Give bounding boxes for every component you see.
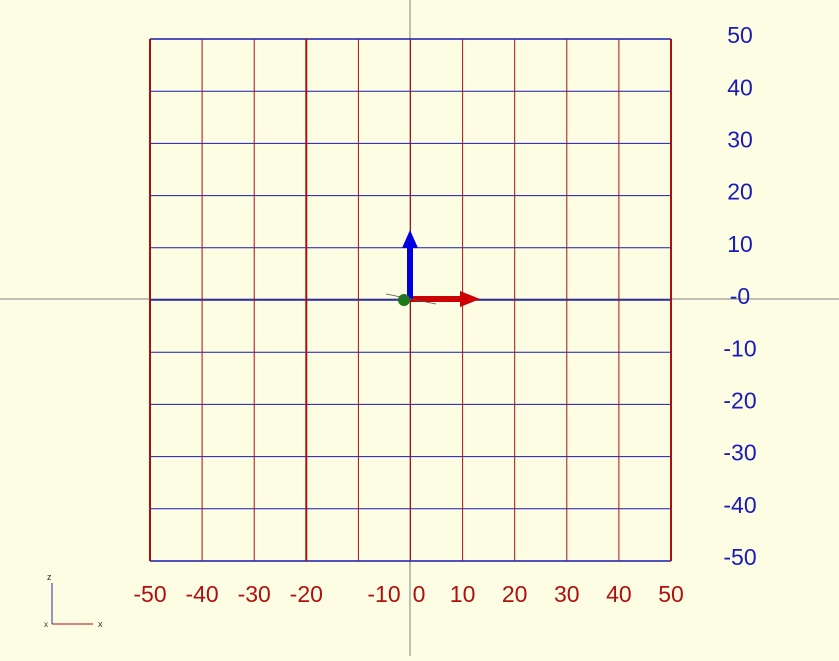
x-tick-label: 40 <box>606 581 632 607</box>
y-tick-label: -10 <box>723 335 756 361</box>
y-tick-label: 50 <box>727 22 753 48</box>
y-tick-label: 20 <box>727 179 753 205</box>
y-tick-label: -20 <box>723 387 756 413</box>
x-tick-labels: -50 -40 -30 -20 -10 0 10 20 30 40 50 <box>133 581 683 607</box>
y-tick-label: -50 <box>723 544 756 570</box>
y-tick-label: -0 <box>730 283 750 309</box>
y-tick-labels: 50 40 30 20 10 -0 -10 -20 -30 -40 -50 <box>723 22 756 570</box>
x-tick-label: -10 <box>367 581 400 607</box>
x-tick-label: 20 <box>502 581 528 607</box>
x-tick-label: 30 <box>554 581 580 607</box>
origin-dot-icon <box>398 294 410 306</box>
x-tick-label: 10 <box>450 581 476 607</box>
x-tick-label: -50 <box>133 581 166 607</box>
x-tick-label: -40 <box>185 581 218 607</box>
x-axis-arrow-icon <box>410 291 480 307</box>
origin-diagonal-marker <box>385 293 437 305</box>
x-tick-label: -20 <box>290 581 323 607</box>
x-tick-label: 50 <box>658 581 684 607</box>
gizmo-x-label-small: x <box>44 620 48 629</box>
y-tick-label: -40 <box>723 492 756 518</box>
y-tick-label: 40 <box>727 74 753 100</box>
orientation-gizmo: z x x <box>44 572 103 629</box>
x-tick-label: -30 <box>238 581 271 607</box>
y-tick-label: -30 <box>723 440 756 466</box>
y-tick-label: 30 <box>727 126 753 152</box>
y-tick-label: 10 <box>727 231 753 257</box>
grid-plane <box>149 38 672 562</box>
y-axis-arrow-icon <box>402 230 418 299</box>
gizmo-z-label: z <box>47 572 52 582</box>
gizmo-x-label: x <box>98 619 103 629</box>
x-tick-label: 0 <box>413 581 426 607</box>
